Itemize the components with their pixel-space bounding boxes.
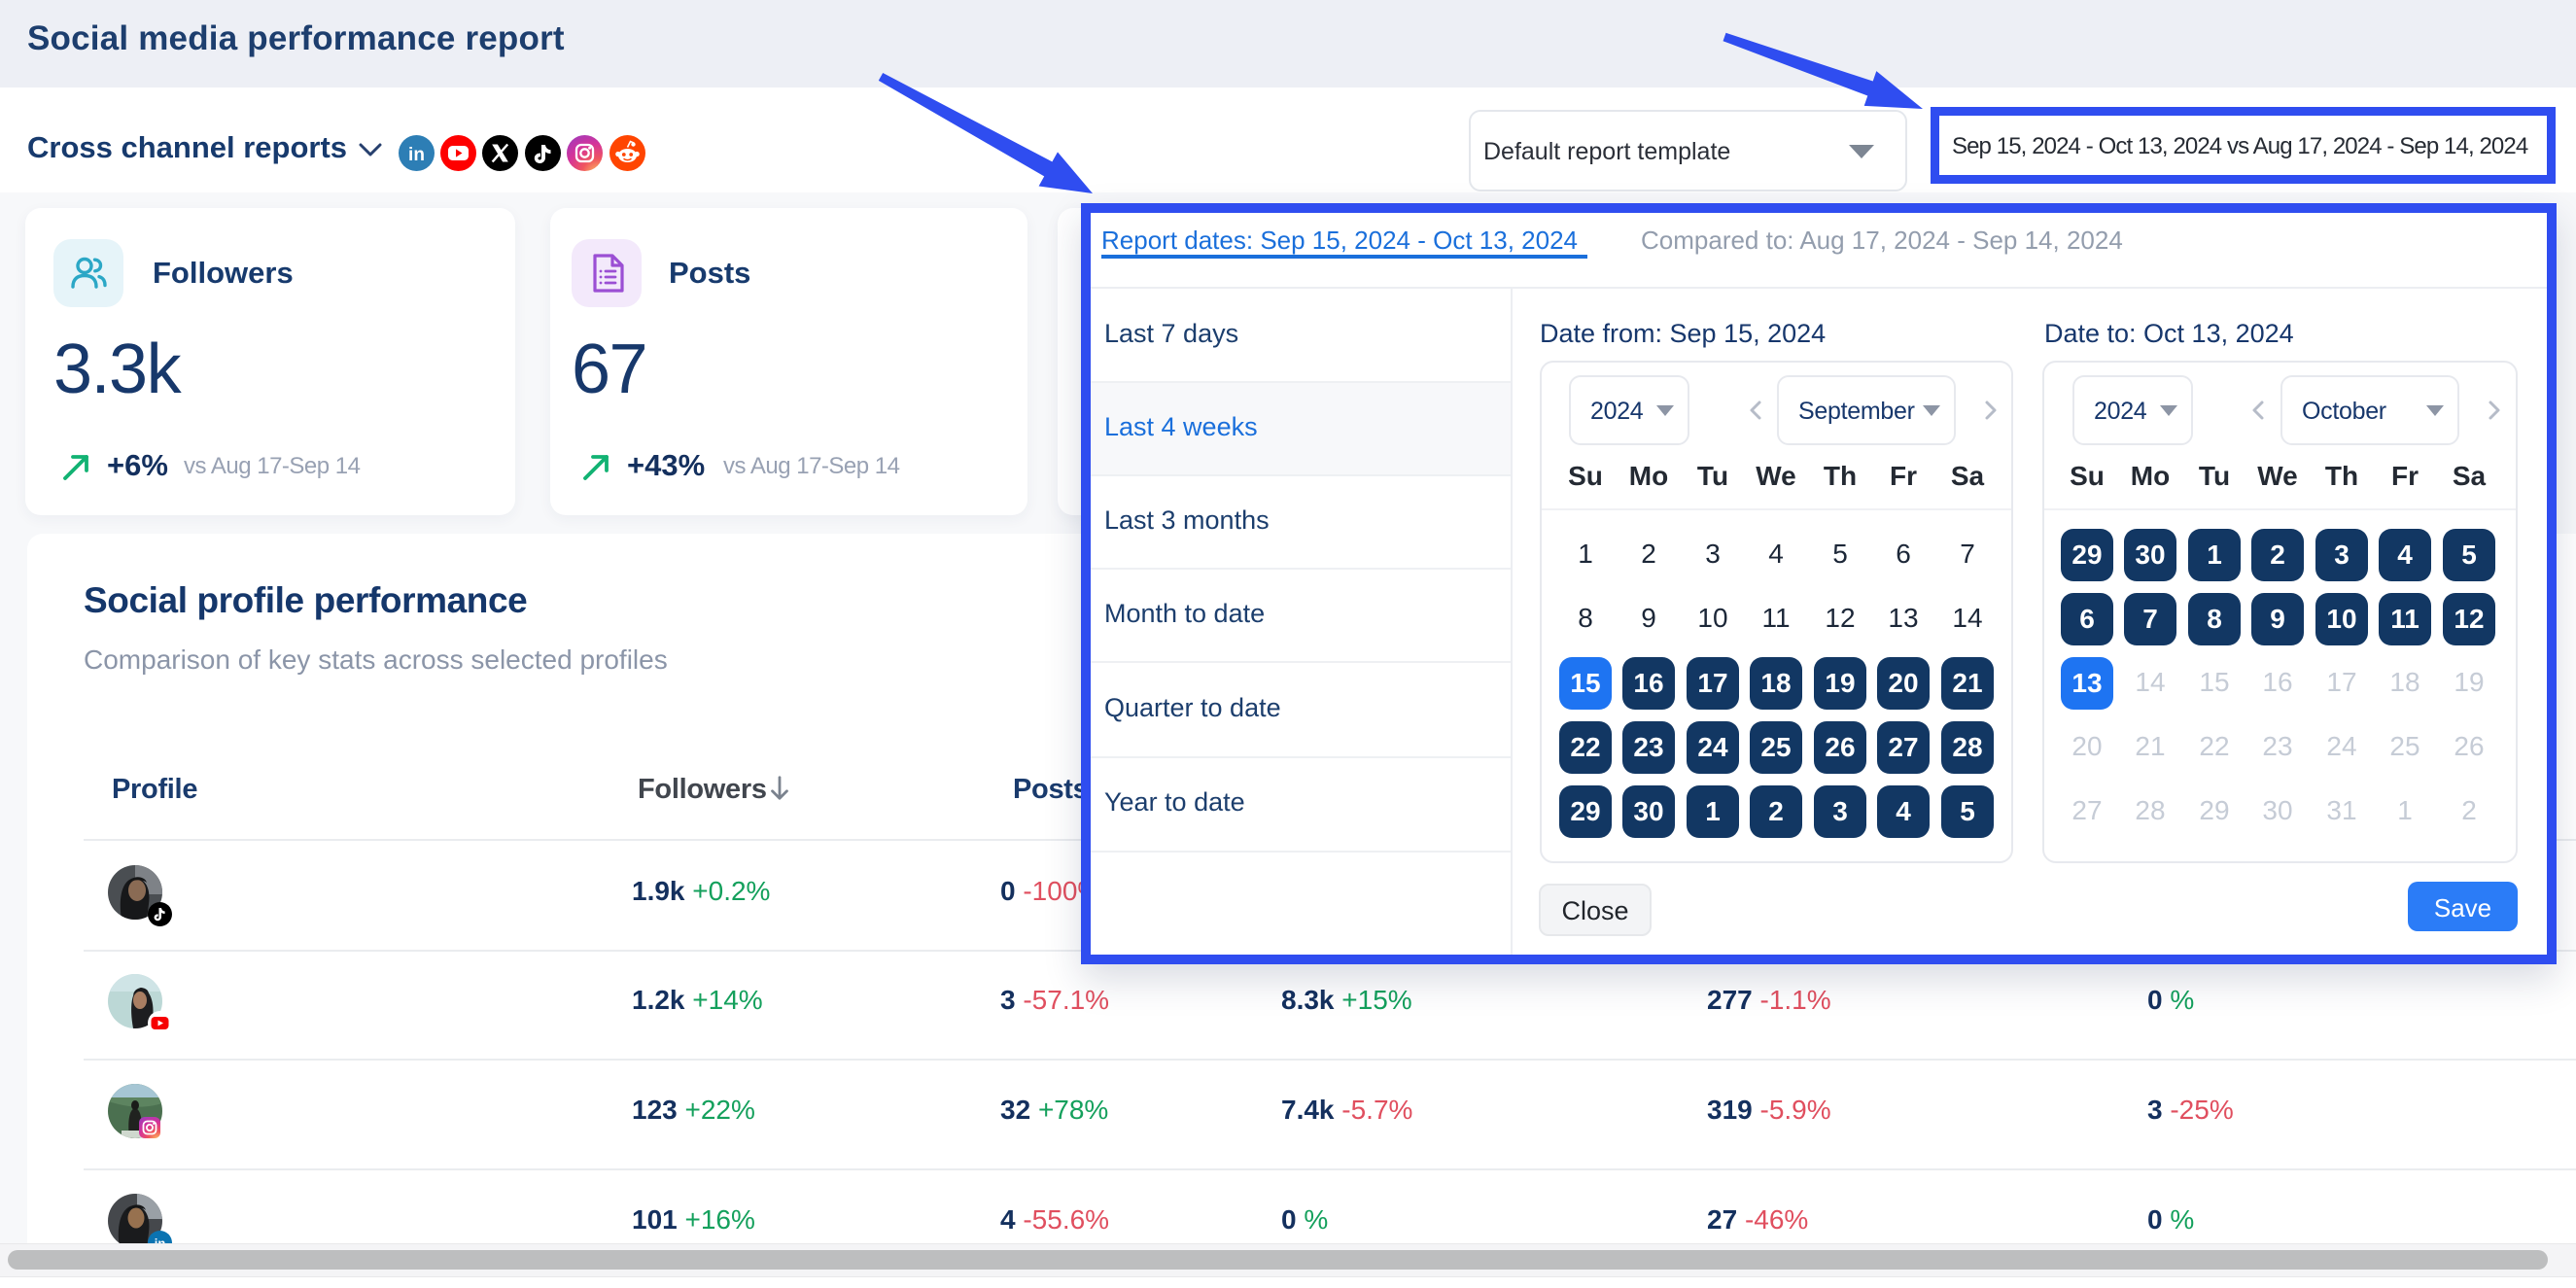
svg-text:in: in <box>408 145 425 165</box>
